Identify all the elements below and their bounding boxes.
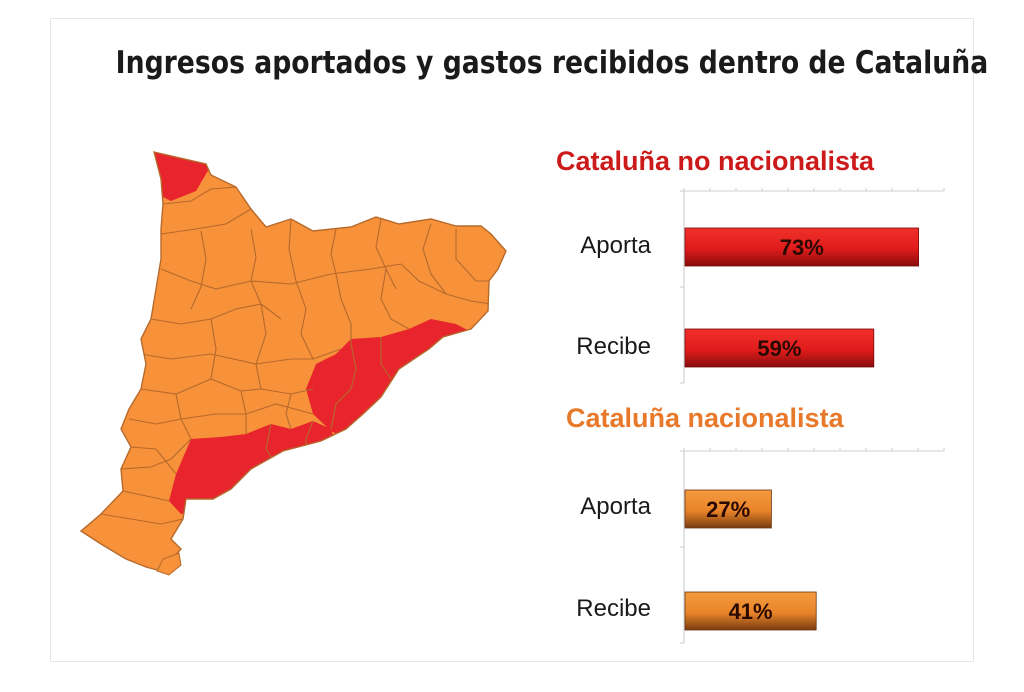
page-title: Ingresos aportados y gastos recibidos de… bbox=[115, 45, 989, 81]
chart-nacionalista: Cataluña nacionalista 27% 41% Aporta Reci… bbox=[566, 403, 945, 644]
category-label-recibe: Recibe bbox=[576, 333, 651, 360]
bar-charts: Cataluña no nacionalista 73% 59% Aporta R… bbox=[556, 146, 945, 644]
chart-bars: 73% 59% bbox=[684, 227, 920, 368]
category-label-aporta: Aporta bbox=[580, 232, 651, 259]
catalonia-map bbox=[80, 151, 507, 576]
data-label-aporta: 27% bbox=[706, 497, 750, 522]
chart-bars: 27% 41% bbox=[684, 489, 817, 631]
infographic-card: Ingresos aportados y gastos recibidos de… bbox=[50, 18, 989, 662]
data-label-recibe: 59% bbox=[757, 336, 801, 361]
bar-aporta bbox=[684, 489, 772, 529]
chart-title-nacionalista: Cataluña nacionalista bbox=[566, 403, 845, 433]
bar-recibe bbox=[684, 591, 817, 631]
chart-axes bbox=[680, 188, 945, 384]
bar-aporta bbox=[684, 227, 920, 267]
bar-recibe bbox=[684, 328, 875, 368]
data-label-aporta: 73% bbox=[780, 235, 824, 260]
chart-no-nacionalista: Cataluña no nacionalista 73% 59% Aporta R… bbox=[556, 146, 945, 384]
chart-axes bbox=[680, 448, 945, 644]
category-label-recibe: Recibe bbox=[576, 595, 651, 622]
data-label-recibe: 41% bbox=[729, 599, 773, 624]
chart-title-no-nacionalista: Cataluña no nacionalista bbox=[556, 146, 875, 176]
delta-shape bbox=[156, 552, 182, 576]
category-label-aporta: Aporta bbox=[580, 493, 651, 520]
